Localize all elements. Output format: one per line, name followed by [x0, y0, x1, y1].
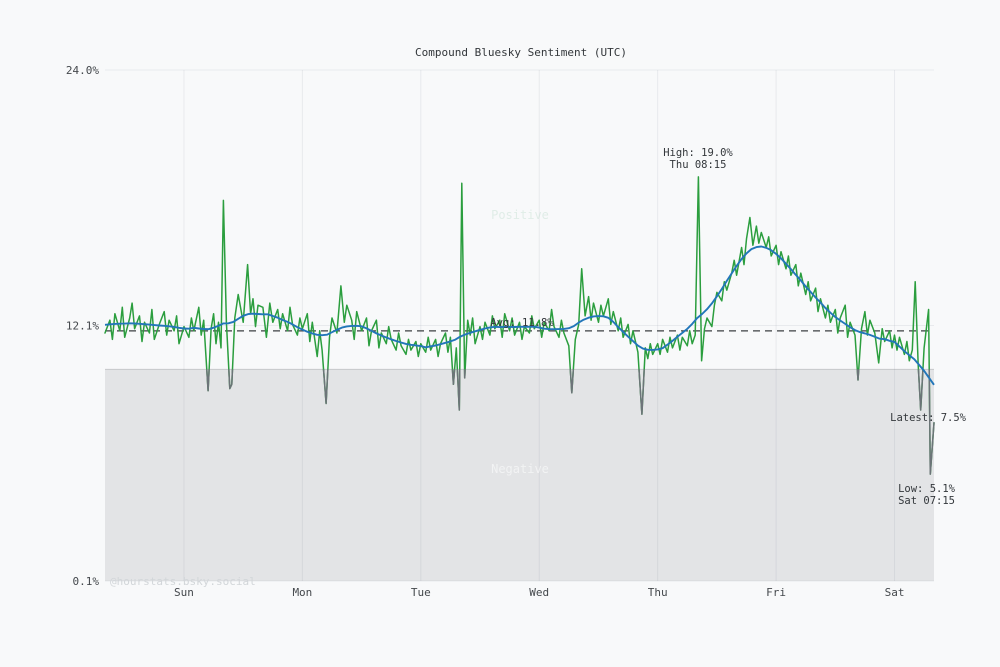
smoothed-trend-line	[104, 245, 935, 386]
low-annotation-value: Low: 5.1%	[898, 483, 956, 495]
x-tick-label: Fri	[766, 586, 786, 599]
y-tick-label: 0.1%	[73, 575, 100, 588]
negative-zone-fill	[105, 369, 934, 581]
x-tick-label: Thu	[648, 586, 668, 599]
watermark: @hourstats.bsky.social	[110, 575, 256, 588]
y-tick-label: 24.0%	[66, 64, 99, 77]
latest-annotation: Latest: 7.5%	[890, 412, 967, 424]
low-annotation-time: Sat 07:15	[898, 495, 955, 507]
high-annotation-time: Thu 08:15	[670, 159, 727, 171]
chart-title: Compound Bluesky Sentiment (UTC)	[415, 46, 627, 59]
x-tick-label: Wed	[529, 586, 549, 599]
high-annotation-value: High: 19.0%	[663, 147, 733, 159]
avg-annotation: Avg: 11.8%	[490, 317, 554, 329]
x-tick-label: Sun	[174, 586, 194, 599]
y-tick-label: 12.1%	[66, 320, 99, 333]
x-tick-label: Sat	[885, 586, 905, 599]
positive-zone-label: Positive	[491, 208, 549, 222]
x-tick-label: Tue	[411, 586, 431, 599]
negative-zone-label: Negative	[491, 462, 549, 476]
chart-axis-layer: 24.0% 12.1% 0.1% Sun Mon Tue Wed Thu Fri Sat	[66, 64, 905, 599]
x-tick-label: Mon	[292, 586, 312, 599]
chart-series-layer	[104, 176, 935, 475]
